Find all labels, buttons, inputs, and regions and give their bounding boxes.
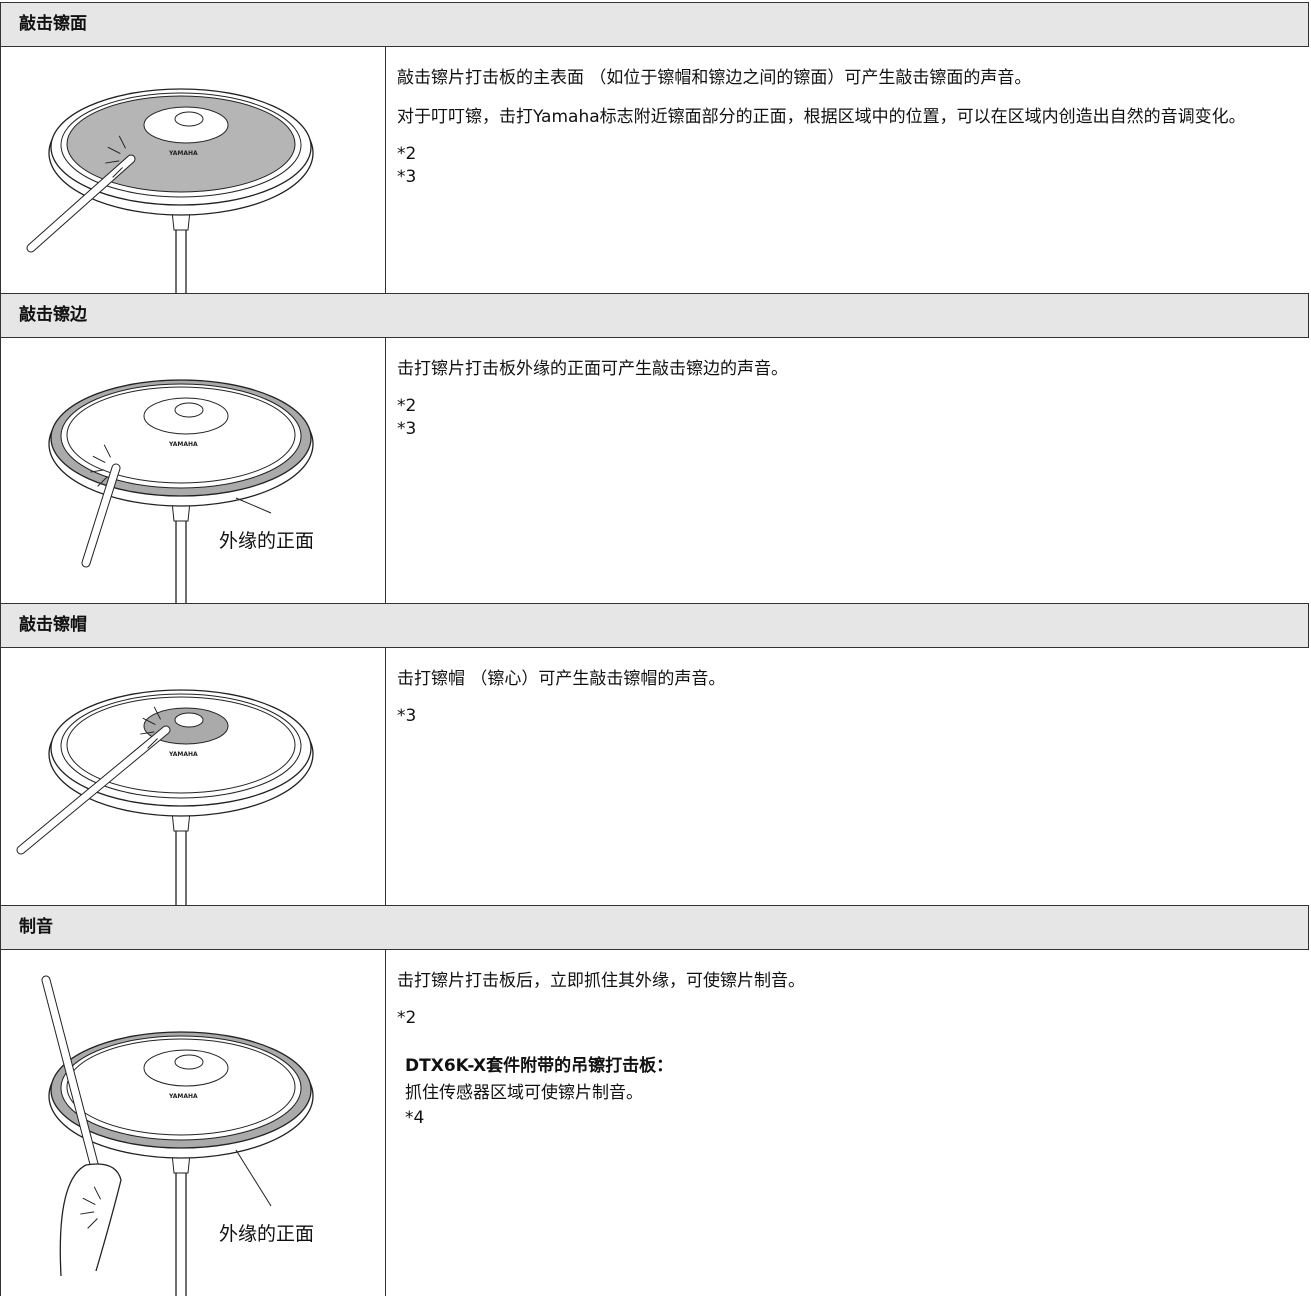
cymbal-nut [174,111,204,127]
impact-mark [82,1197,96,1205]
section-header: 敲击镲边 [0,293,1309,338]
paragraph: 敲击镲片打击板的主表面 （如位于镲帽和镲边之间的镲面）可产生敲击镲面的声音。 [397,68,1032,88]
reference: *3 [397,706,417,726]
leader-line [235,1149,272,1207]
impact-mark [103,444,111,458]
caption: 外缘的正面 [219,1223,314,1245]
stick [17,726,170,854]
description: 敲击镲片打击板的主表面 （如位于镲帽和镲边之间的镲面）可产生敲击镲面的声音。对于… [397,65,1302,189]
cymbal-nut [174,402,204,418]
impact-mark [147,738,158,749]
impact-mark [105,160,120,164]
impact-mark [80,1211,95,1215]
reference: *2 [397,396,417,416]
impact-mark [87,1218,98,1229]
reference: *4 [405,1108,425,1128]
reference: *3 [397,419,417,439]
logo: YAMAHA [168,1093,198,1100]
section-header: 制音 [0,905,1309,950]
caption: 外缘的正面 [219,530,314,552]
illustration: YAMAHA 外缘的正面 [41,975,314,1296]
impact-mark [153,706,161,720]
impact-mark [97,476,108,487]
illustration-cell: YAMAHA 外缘的正面 [0,338,386,603]
paragraph: 击打镲帽 （镲心）可产生敲击镲帽的声音。 [397,669,726,689]
impact-mark [107,146,121,154]
illustration: YAMAHA [16,689,314,905]
impact-mark [93,1186,101,1200]
illustration-cell: YAMAHA [0,47,386,293]
note-title: DTX6K-X套件附带的吊镲打击板： [405,1056,674,1076]
impact-mark [90,469,105,473]
paragraph: 对于叮叮镲，击打Yamaha标志附近镲面部分的正面，根据区域中的位置，可以在区域… [397,107,1246,127]
impact-mark [112,167,123,178]
logo: YAMAHA [168,441,198,448]
illustration: YAMAHA 外缘的正面 [48,379,314,603]
impact-mark [142,717,156,725]
cymbal-nut [174,1054,204,1070]
reference: *2 [397,144,417,164]
impact-mark [92,455,106,463]
leader-line [235,497,272,514]
paragraph: 击打镲片打击板后，立即抓住其外缘，可使镲片制音。 [397,971,805,991]
illustration: YAMAHA [26,88,314,293]
note-text: 抓住传感器区域可使镲片制音。 [405,1083,643,1103]
description: 击打镲帽 （镲心）可产生敲击镲帽的声音。 *3 [397,666,1302,728]
paragraph: 击打镲片打击板外缘的正面可产生敲击镲边的声音。 [397,359,788,379]
logo: YAMAHA [168,150,198,157]
description: 击打镲片打击板外缘的正面可产生敲击镲边的声音。 *2 *3 [397,356,1302,441]
logo: YAMAHA [168,751,198,758]
impact-mark [140,731,155,735]
stick [27,155,135,252]
cymbal-bow [66,386,296,484]
cymbal-bow [66,1038,296,1136]
description: 击打镲片打击板后，立即抓住其外缘，可使镲片制音。 *2 DTX6K-X套件附带的吊镲… [397,968,1302,1130]
hand [59,1163,122,1277]
cymbal-nut [174,712,204,728]
note: DTX6K-X套件附带的吊镲打击板： 抓住传感器区域可使镲片制音。 *4 [397,1053,1302,1130]
stick [82,464,120,567]
impact-mark [118,135,126,149]
illustration-cell: YAMAHA 外缘的正面 [0,950,386,1296]
reference: *2 [397,1008,417,1028]
section-header: 敲击镲帽 [0,603,1309,648]
illustration-cell: YAMAHA [0,648,386,905]
section-header: 敲击镲面 [0,2,1309,47]
reference: *3 [397,167,417,187]
